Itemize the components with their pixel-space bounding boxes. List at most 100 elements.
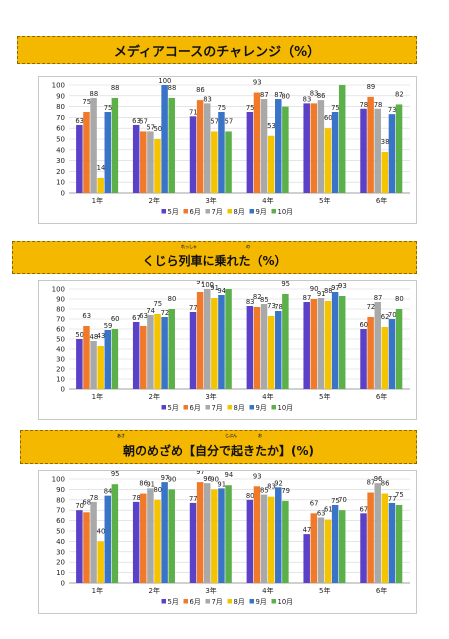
y-tick-label: 100: [52, 286, 65, 294]
y-tick-label: 0: [61, 190, 65, 198]
data-label: 40: [97, 527, 106, 535]
y-tick-label: 30: [56, 356, 65, 364]
data-label: 78: [274, 303, 283, 311]
data-label: 77: [189, 304, 198, 312]
bar: [260, 304, 268, 389]
x-tick-label: 1年: [92, 196, 103, 205]
legend-swatch: [271, 599, 276, 604]
data-label: 57: [210, 117, 219, 125]
data-label: 74: [146, 307, 155, 315]
data-label: 43: [97, 332, 106, 340]
x-tick-label: 1年: [92, 392, 103, 401]
data-label: 70: [388, 311, 397, 319]
x-tick-label: 4年: [262, 586, 273, 595]
chart-panel-media: 0 10 20 30 40 50 60 70 80 90 100 63 75 88 14 75 88 1年 63 57…: [38, 76, 417, 224]
data-label: 79: [281, 487, 290, 495]
data-label: 70: [338, 496, 347, 504]
legend-label: 5月: [168, 598, 179, 606]
data-label: 96: [203, 475, 212, 483]
data-label: 91: [317, 290, 326, 298]
data-label: 72: [161, 309, 170, 317]
chart-title-banner: メディアコースのチャレンジ（%）: [17, 36, 417, 64]
data-label: 63: [132, 117, 141, 125]
data-label: 86: [381, 480, 390, 488]
data-label: 87: [274, 91, 283, 99]
bar: [360, 108, 367, 193]
data-label: 57: [146, 123, 155, 131]
legend-swatch: [249, 405, 254, 410]
bar: [140, 493, 147, 583]
bar: [132, 501, 140, 583]
bar: [360, 329, 367, 389]
data-label: 83: [303, 95, 312, 103]
data-label: 86: [139, 480, 148, 488]
y-tick-label: 90: [56, 296, 65, 304]
data-label: 75: [104, 104, 113, 112]
data-label: 59: [104, 322, 113, 330]
data-label: 100: [158, 77, 171, 85]
bar: [388, 114, 396, 193]
y-tick-label: 50: [56, 336, 65, 344]
bar: [367, 317, 374, 389]
data-label: 77: [388, 495, 397, 503]
data-label: 63: [317, 509, 326, 517]
data-label: 88: [324, 287, 333, 295]
bar: [317, 100, 325, 193]
data-label: 47: [303, 526, 312, 534]
x-tick-label: 1年: [92, 586, 103, 595]
data-label: 68: [82, 498, 91, 506]
data-label: 100: [336, 77, 349, 79]
data-label: 67: [359, 505, 368, 513]
chart-title-banner: れっしゃ の くじら列車に乗れた（%）: [12, 241, 417, 274]
bar: [196, 482, 204, 583]
data-label: 63: [75, 117, 84, 125]
legend-label: 9月: [256, 208, 267, 216]
data-label: 89: [367, 83, 376, 91]
bar: [395, 505, 403, 583]
data-label: 100: [222, 281, 235, 283]
bar: [381, 327, 389, 389]
bar: [374, 483, 381, 583]
bar: [132, 124, 140, 193]
bar: [338, 296, 346, 389]
bar: [225, 131, 232, 193]
bar: [154, 314, 161, 389]
data-label: 87: [303, 294, 312, 302]
legend-swatch: [249, 209, 254, 214]
bar: [97, 177, 104, 193]
data-label: 53: [267, 122, 276, 130]
y-tick-label: 80: [56, 306, 65, 314]
data-label: 70: [75, 502, 84, 510]
data-label: 84: [104, 488, 113, 496]
data-label: 90: [310, 285, 319, 293]
legend-label: 7月: [212, 404, 223, 412]
y-tick-label: 80: [56, 496, 65, 504]
bar: [303, 534, 310, 583]
data-label: 97: [196, 471, 205, 476]
bar-chart-train: 01020304050607080901005063484359601年6763…: [52, 281, 410, 412]
bar: [275, 487, 282, 583]
data-label: 93: [253, 472, 262, 480]
chart-title: 朝のめざめ【自分で起きたか】(%): [123, 443, 314, 458]
bar: [154, 499, 161, 583]
bar: [111, 484, 119, 583]
bar: [303, 302, 310, 389]
data-label: 97: [161, 474, 170, 482]
data-label: 83: [246, 298, 255, 306]
bar: [388, 319, 396, 389]
furigana: れっしゃ: [181, 244, 197, 249]
bar: [76, 124, 83, 193]
bar: [381, 151, 389, 193]
data-label: 86: [317, 92, 326, 100]
y-tick-label: 90: [56, 92, 65, 100]
bar: [374, 302, 381, 389]
data-label: 50: [75, 331, 84, 339]
bar: [104, 495, 112, 583]
legend-label: 10月: [278, 598, 293, 606]
data-label: 93: [338, 282, 347, 290]
bar: [90, 341, 97, 389]
bar: [196, 100, 204, 193]
bar: [203, 483, 211, 583]
y-tick-label: 50: [56, 528, 65, 536]
data-label: 78: [132, 494, 141, 502]
